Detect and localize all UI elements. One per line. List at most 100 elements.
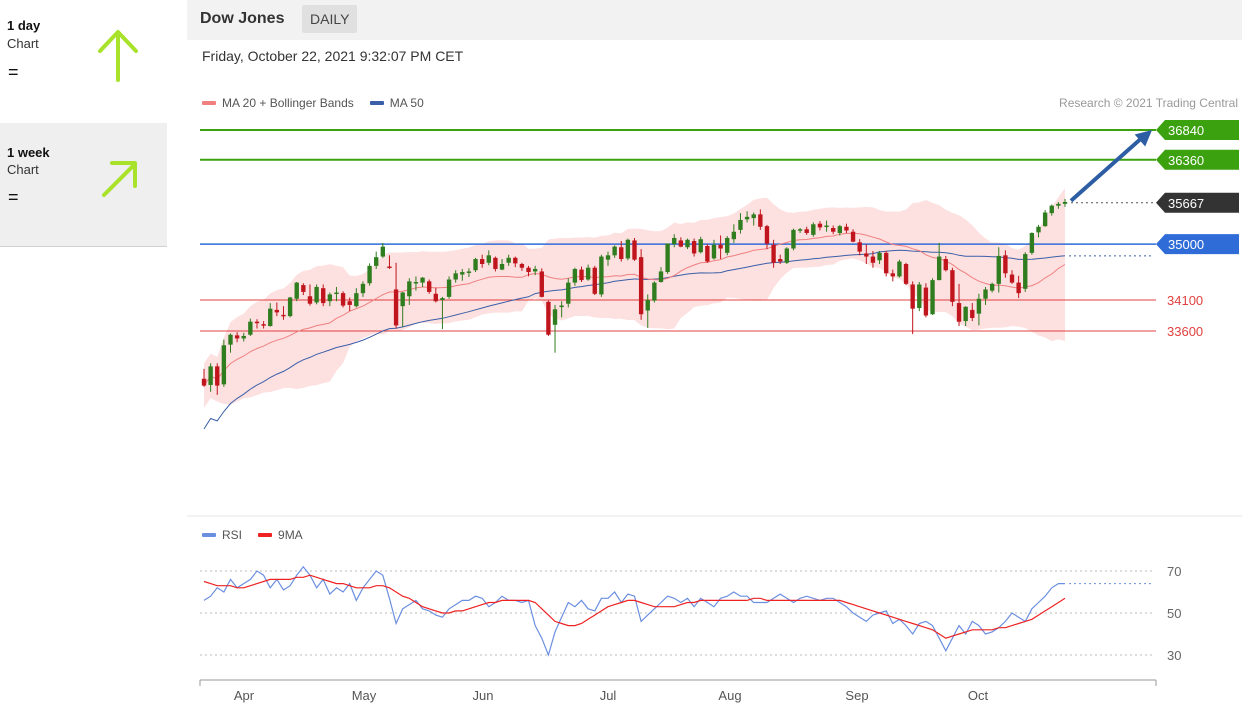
candle-body [340, 293, 346, 306]
instrument-name: Dow Jones [200, 10, 285, 27]
candle-body [711, 244, 717, 259]
timestamp: Friday, October 22, 2021 9:32:07 PM CET [202, 48, 464, 64]
legend-ma50: MA 50 [369, 96, 424, 110]
candle-body [705, 246, 710, 262]
candle-body [228, 334, 233, 345]
candle-body [897, 261, 902, 277]
card-status: = [8, 187, 19, 207]
candle-body [638, 257, 644, 315]
candle-body [221, 345, 227, 385]
candle-body [493, 257, 498, 269]
x-tick-label: Oct [968, 688, 989, 703]
candle-body [824, 225, 829, 228]
candle-body [281, 314, 286, 317]
candle-body [294, 282, 299, 299]
candle-body [731, 231, 737, 240]
legend-swatch [202, 533, 216, 537]
candle-body [532, 268, 538, 272]
candle-body [572, 268, 578, 283]
candle-body [996, 255, 1001, 284]
candle-body [460, 272, 465, 275]
candle-body [486, 255, 491, 263]
candle-body [791, 229, 796, 249]
level-tag [1156, 149, 1239, 170]
candle-body [347, 301, 352, 305]
candle-body [850, 231, 856, 242]
candle-body [473, 259, 478, 271]
candle-body [307, 296, 313, 304]
legend-ma50-label: MA 50 [389, 96, 424, 110]
candle-body [817, 223, 823, 228]
card-period: 1 day [7, 18, 41, 33]
candle-body [513, 257, 518, 264]
timeframe-card-1-day[interactable]: 1 day Chart = [0, 0, 167, 123]
card-status: = [8, 62, 19, 82]
candle-body [1049, 205, 1054, 214]
candle-body [764, 226, 770, 244]
candle-body [274, 309, 280, 313]
candle-body [380, 246, 386, 257]
candle-body [519, 264, 525, 268]
candle-body [1023, 254, 1028, 289]
legend-rsi-ma-label: 9MA [278, 528, 303, 542]
legend-ma20-label: MA 20 + Bollinger Bands [222, 96, 354, 110]
candle-body [864, 253, 869, 257]
candle-body [321, 288, 326, 304]
candle-body [903, 264, 909, 284]
candle-body [440, 298, 445, 300]
card-subtitle: Chart [7, 162, 39, 177]
candle-body [619, 247, 624, 260]
candle-body [234, 335, 240, 339]
candle-body [652, 282, 657, 301]
level-tag-label: 35000 [1168, 237, 1204, 252]
candle-body [797, 229, 803, 231]
up-right-arrow-icon [102, 161, 137, 197]
candle-body [215, 366, 220, 386]
candle-body [910, 284, 915, 309]
candle-body [989, 283, 995, 291]
candle-body [1009, 274, 1015, 283]
candle-body [208, 366, 213, 385]
candle-body [1029, 232, 1035, 253]
candle-body [625, 239, 631, 259]
candle-body [506, 257, 511, 263]
candle-body [552, 309, 558, 325]
candle-body [592, 267, 597, 294]
chart: 36840 36360 35667 35000 34100 33600 70 50 30 Apr M… [187, 120, 1242, 703]
candle-body [963, 306, 968, 322]
candle-body [804, 229, 809, 233]
candle-body [678, 240, 684, 247]
rsi-level-label: 30 [1167, 648, 1181, 663]
rsi-ma-line [203, 574, 1066, 639]
level-label: 34100 [1167, 293, 1203, 308]
candle-body [301, 285, 306, 292]
candle-body [374, 257, 379, 266]
candle-body [1056, 203, 1061, 206]
candle-body [367, 265, 372, 284]
candle-body [738, 219, 743, 230]
candle-body [287, 297, 293, 317]
rsi-level-label: 50 [1167, 606, 1181, 621]
candle-body [407, 281, 412, 297]
level-tag-label: 36360 [1168, 153, 1204, 168]
candle-body [268, 308, 273, 327]
candle-body [426, 281, 432, 292]
candle-body [917, 284, 922, 309]
period-badge[interactable]: DAILY [302, 5, 358, 33]
candle-body [943, 259, 948, 271]
candle-body [201, 378, 207, 386]
candle-body [499, 264, 505, 270]
candle-body [883, 252, 889, 274]
legend-swatch [202, 101, 216, 105]
candle-body [665, 243, 670, 273]
candle-body [632, 240, 637, 260]
timeframe-card-1-week[interactable]: 1 week Chart = [0, 123, 167, 247]
candle-body [387, 266, 392, 268]
candle-body [672, 237, 677, 245]
candle-body [831, 228, 836, 232]
candle-body [870, 256, 876, 263]
chart-panel: Dow Jones DAILY Friday, October 22, 2021… [187, 0, 1242, 709]
candle-body [248, 321, 253, 335]
level-label: 33600 [1167, 324, 1203, 339]
candle-body [360, 283, 366, 294]
